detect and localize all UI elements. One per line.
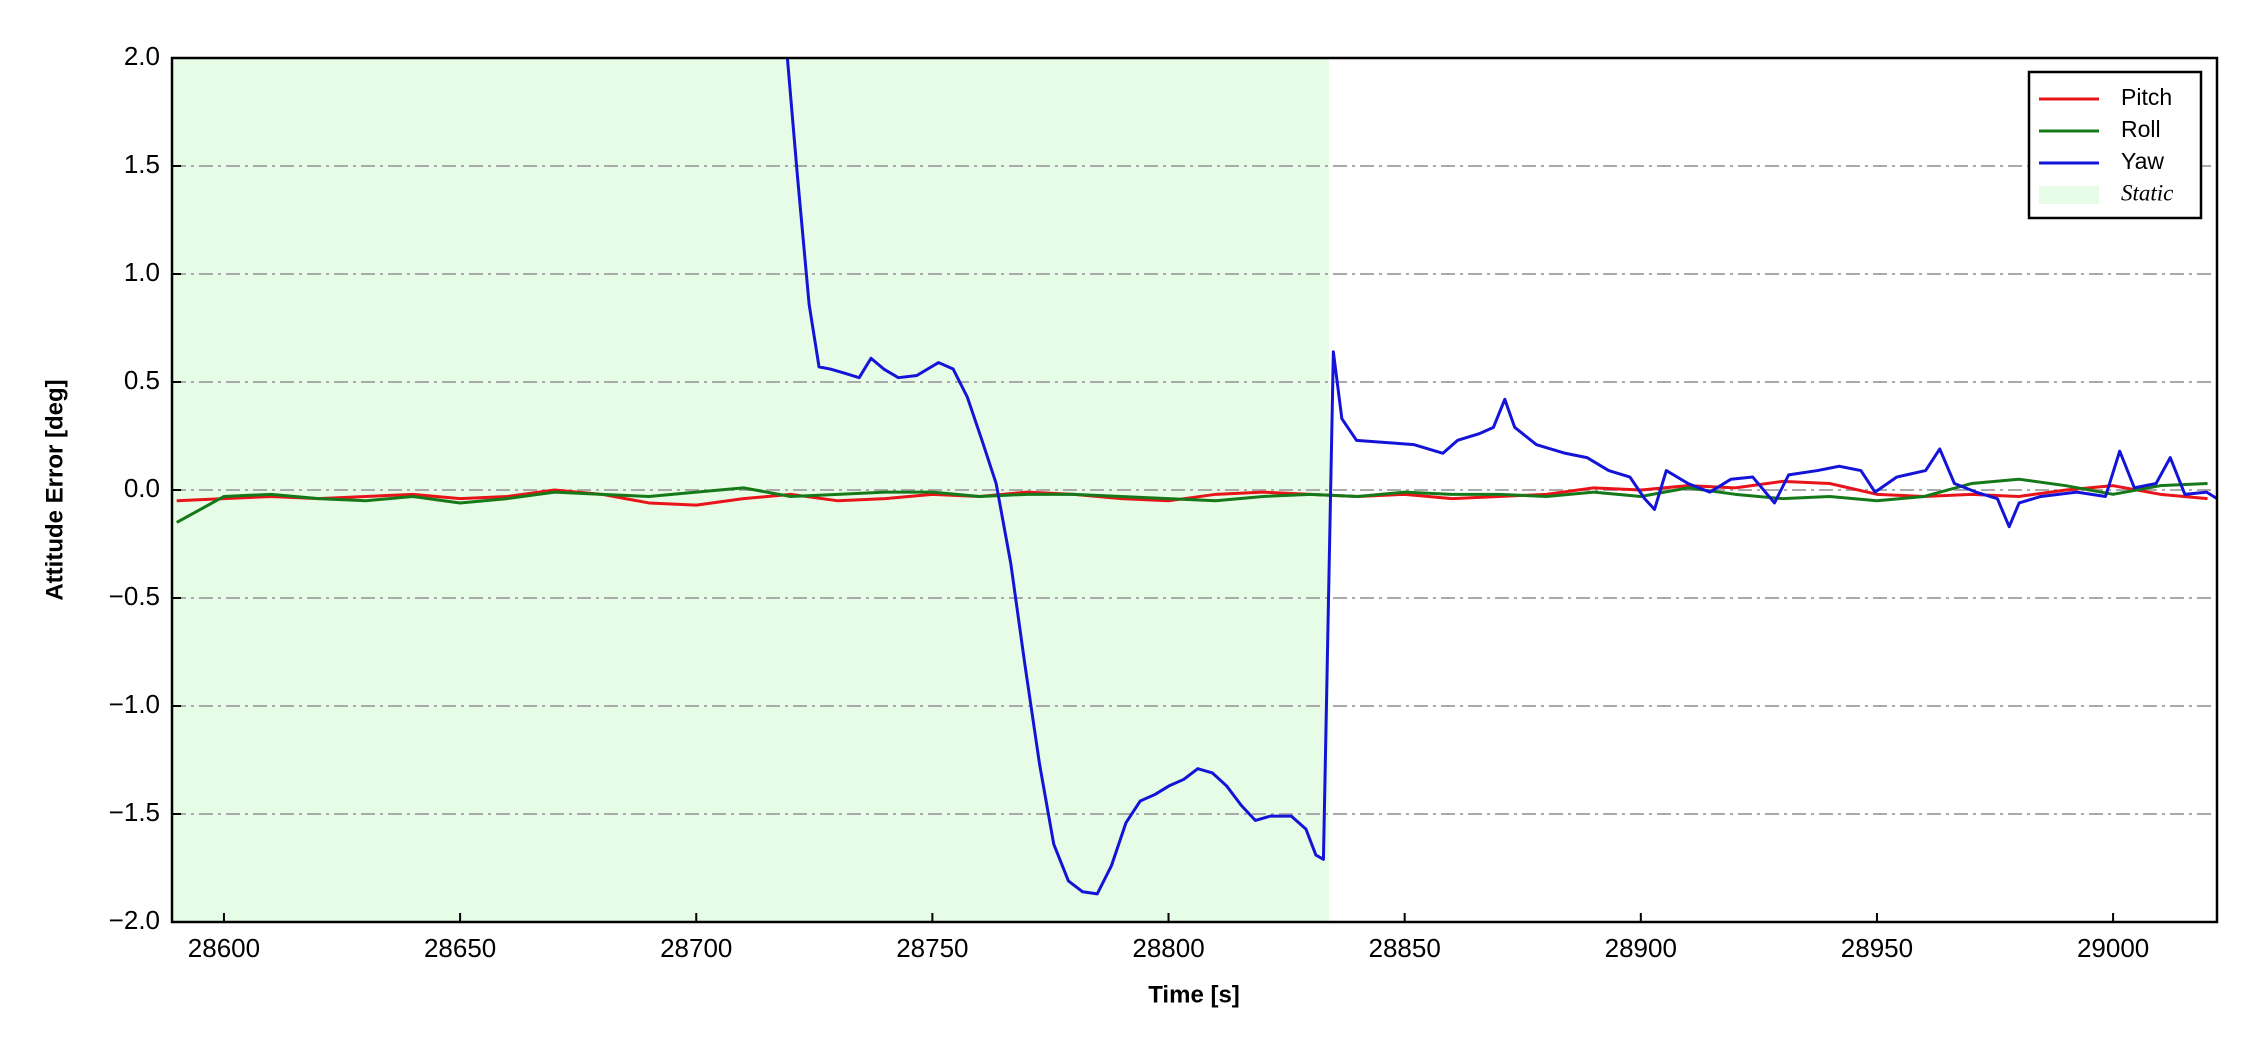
y-tick-label: −2.0 [109, 905, 160, 935]
x-tick-label: 28700 [660, 933, 732, 963]
legend-label: Static [2121, 180, 2173, 205]
series-line [785, 58, 2217, 896]
y-tick-label: 2.0 [124, 41, 160, 71]
x-tick-label: 28900 [1605, 933, 1677, 963]
x-tick-label: 28650 [424, 933, 496, 963]
legend-label: Roll [2121, 116, 2161, 142]
y-tick-label: 0.5 [124, 365, 160, 395]
y-tick-label: 1.5 [124, 149, 160, 179]
y-tick-label: −0.5 [109, 581, 160, 611]
x-tick-label: 28750 [896, 933, 968, 963]
x-tick-label: 28600 [188, 933, 260, 963]
tick-layer: −2.0 −1.5 −1.0 −0.5 0.0 0.5 1.0 1.5 2.0 28600 2865… [109, 41, 2150, 963]
y-tick-label: −1.0 [109, 689, 160, 719]
x-tick-label: 28950 [1841, 933, 1913, 963]
x-tick-label: 29000 [2077, 933, 2149, 963]
legend-swatch [2039, 186, 2099, 204]
series-line [175, 477, 2208, 524]
y-tick-label: 0.0 [124, 473, 160, 503]
y-axis-label: Attitude Error [deg] [41, 379, 68, 600]
line-layer [175, 58, 2217, 896]
series-line [176, 479, 2208, 507]
y-tick-label: −1.5 [109, 797, 160, 827]
legend: Pitch Roll Yaw Static [2027, 70, 2203, 220]
x-tick-label: 28800 [1132, 933, 1204, 963]
legend-label: Pitch [2121, 84, 2172, 110]
legend-label: Yaw [2121, 148, 2164, 174]
x-tick-label: 28850 [1369, 933, 1441, 963]
y-tick-label: 1.0 [124, 257, 160, 287]
x-axis-label: Time [s] [1148, 981, 1240, 1008]
